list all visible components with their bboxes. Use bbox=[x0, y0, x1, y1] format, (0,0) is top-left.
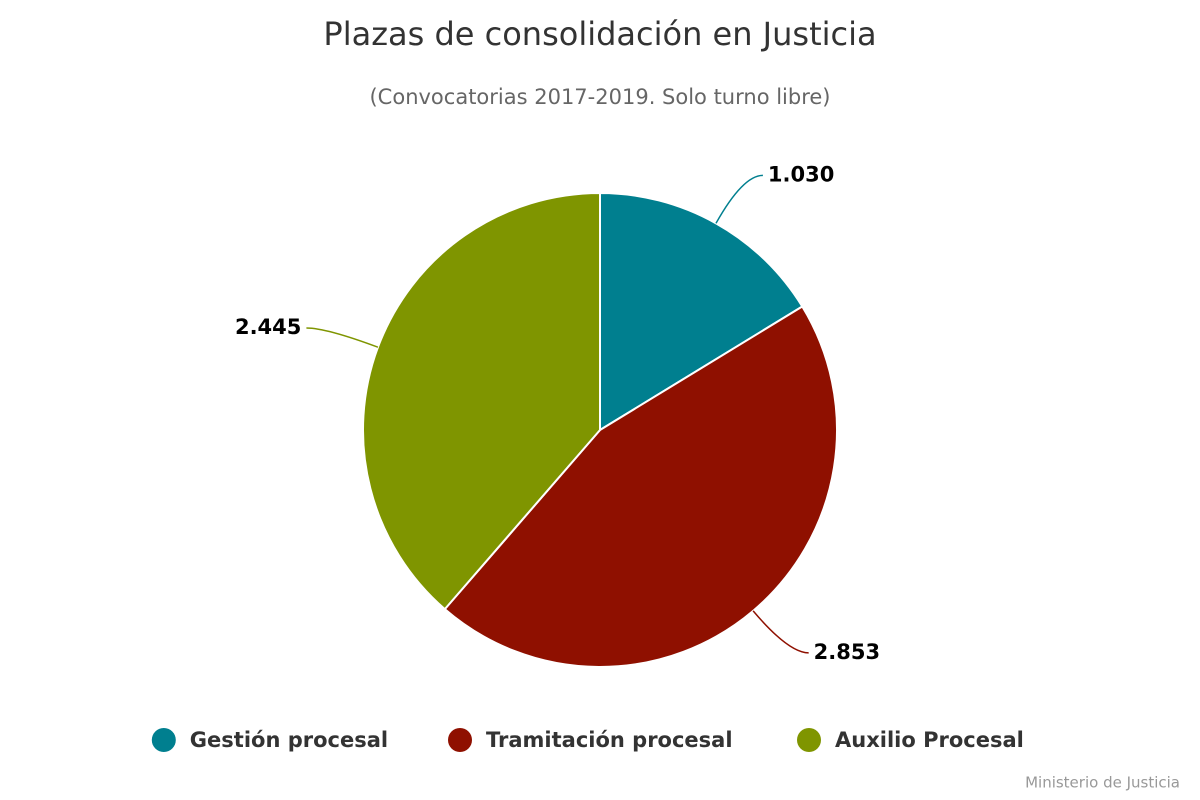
data-label: 2.853 bbox=[814, 640, 880, 664]
label-connector bbox=[715, 174, 763, 224]
label-connector bbox=[306, 327, 379, 348]
legend-marker bbox=[448, 728, 472, 752]
label-connector bbox=[752, 610, 809, 654]
credits: Ministerio de Justicia bbox=[1025, 774, 1180, 792]
legend-marker bbox=[797, 728, 821, 752]
legend-label: Tramitación procesal bbox=[486, 728, 733, 752]
legend-label: Gestión procesal bbox=[190, 728, 388, 752]
data-label: 1.030 bbox=[768, 162, 834, 186]
pie-slice bbox=[362, 191, 601, 611]
legend-marker bbox=[151, 728, 176, 752]
legend-label: Auxilio Procesal bbox=[835, 728, 1024, 752]
data-label: 2.445 bbox=[235, 315, 301, 339]
chart-title: Plazas de consolidación en Justicia bbox=[323, 15, 876, 53]
pie-slice bbox=[599, 191, 804, 432]
chart-subtitle: (Convocatorias 2017-2019. Solo turno lib… bbox=[369, 85, 830, 109]
pie-slice bbox=[443, 305, 838, 668]
